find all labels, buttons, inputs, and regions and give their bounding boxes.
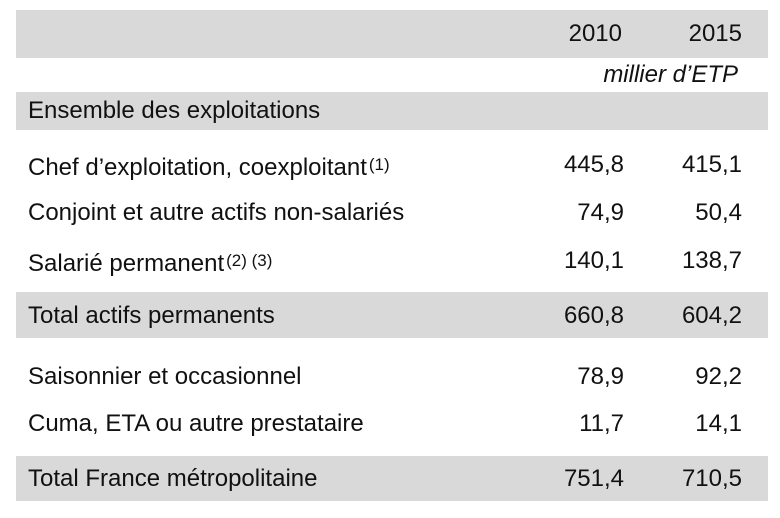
section-band bbox=[16, 92, 768, 130]
table-row: Chef d’exploitation, coexploitant (1) 445… bbox=[16, 145, 768, 185]
value-2015: 138,7 bbox=[681, 247, 742, 274]
unit-label: millier d’ETP bbox=[603, 61, 738, 88]
table-header: 2010 2015 bbox=[16, 14, 768, 54]
value-2015: 92,2 bbox=[695, 363, 742, 390]
value-2010: 11,7 bbox=[579, 410, 624, 437]
column-header-2015: 2015 bbox=[688, 20, 742, 47]
row-label: Saisonnier et occasionnel bbox=[28, 363, 302, 390]
row-label: Total France métropolitaine bbox=[28, 465, 318, 492]
section-title: Ensemble des exploitations bbox=[28, 97, 321, 124]
table-row: Salarié permanent (2) (3) 140,1 138,7 bbox=[16, 241, 768, 281]
table-row: Saisonnier et occasionnel 78,9 92,2 bbox=[16, 357, 768, 397]
value-2010: 751,4 bbox=[563, 465, 624, 492]
value-2010: 445,8 bbox=[563, 151, 624, 178]
table-row: Conjoint et autre actifs non-salariés 74… bbox=[16, 193, 768, 233]
header-band bbox=[16, 10, 768, 58]
value-2015: 415,1 bbox=[681, 151, 742, 178]
table-row-total: Total France métropolitaine 751,4 710,5 bbox=[16, 459, 768, 499]
value-2015: 50,4 bbox=[695, 199, 742, 226]
row-label: Conjoint et autre actifs non-salariés bbox=[28, 199, 405, 226]
table-row-total: Total actifs permanents 660,8 604,2 bbox=[16, 296, 768, 336]
value-2010: 660,8 bbox=[563, 302, 624, 329]
value-2010: 74,9 bbox=[577, 199, 624, 226]
row-label: Chef d’exploitation, coexploitant (1) bbox=[28, 154, 390, 181]
section-title-row: Ensemble des exploitations bbox=[16, 91, 768, 131]
column-header-2010: 2010 bbox=[568, 20, 622, 47]
value-2015: 710,5 bbox=[681, 465, 742, 492]
value-2015: 604,2 bbox=[681, 302, 742, 329]
footnote-ref: (1) bbox=[368, 155, 390, 174]
row-label: Salarié permanent (2) (3) bbox=[28, 250, 273, 277]
footnote-ref: (2) (3) bbox=[226, 251, 273, 270]
unit-row: millier d’ETP bbox=[16, 55, 768, 95]
total-france-band bbox=[16, 456, 768, 501]
value-2010: 140,1 bbox=[563, 247, 624, 274]
value-2015: 14,1 bbox=[695, 410, 742, 437]
total-permanents-band bbox=[16, 292, 768, 338]
row-label: Total actifs permanents bbox=[28, 302, 275, 329]
value-2010: 78,9 bbox=[577, 363, 624, 390]
row-label: Cuma, ETA ou autre prestataire bbox=[28, 410, 364, 437]
table-row: Cuma, ETA ou autre prestataire 11,7 14,1 bbox=[16, 404, 768, 444]
